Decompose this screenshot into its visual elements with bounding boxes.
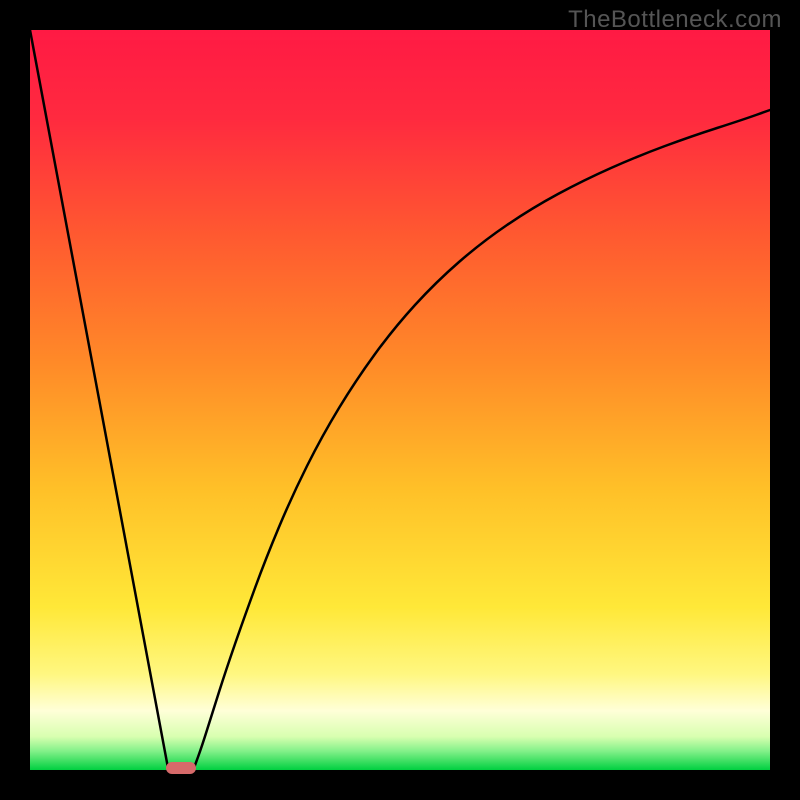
curve-layer	[30, 30, 770, 770]
chart-frame: TheBottleneck.com	[0, 0, 800, 800]
plot-area	[30, 30, 770, 770]
watermark-text: TheBottleneck.com	[568, 6, 782, 34]
curve-left-line	[30, 30, 168, 768]
curve-right-path	[194, 110, 770, 768]
minimum-marker	[166, 762, 196, 774]
